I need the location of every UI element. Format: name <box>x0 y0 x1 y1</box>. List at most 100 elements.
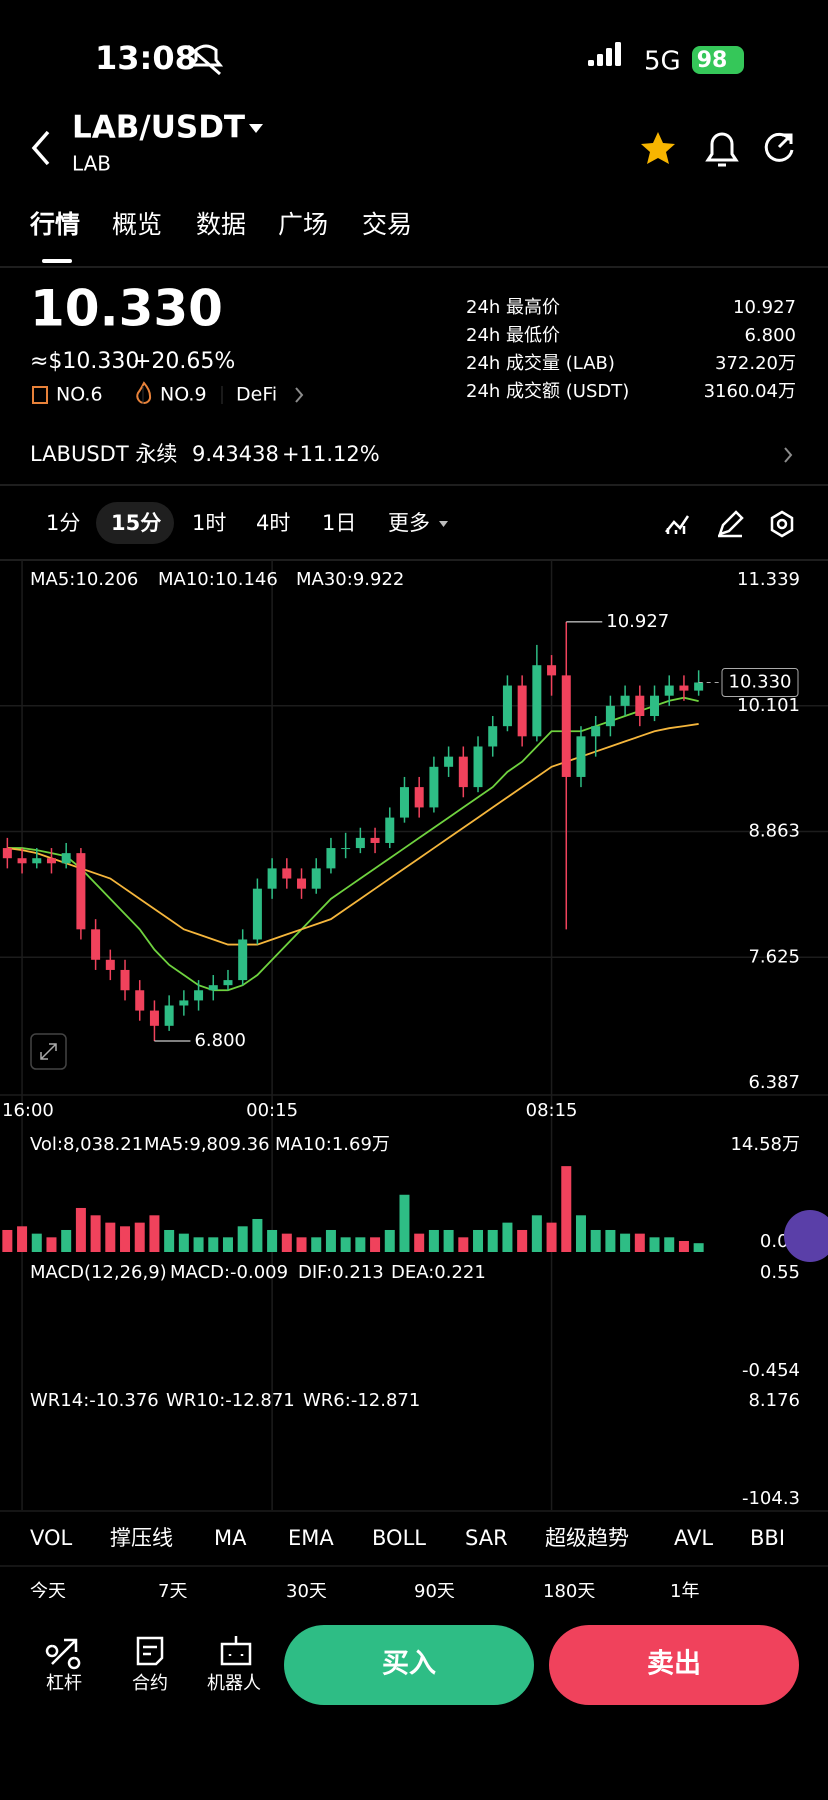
macd-legend: MACD:-0.009 <box>170 1262 288 1283</box>
indicator-icon[interactable] <box>665 515 690 534</box>
indicator-tab[interactable]: VOL <box>30 1526 73 1550</box>
candle-body <box>326 848 336 869</box>
volume-bar <box>208 1237 219 1252</box>
draw-icon[interactable] <box>718 510 744 538</box>
candle-body <box>429 766 439 808</box>
y-tick-label: 10.101 <box>737 695 800 716</box>
volume-bar <box>605 1229 616 1252</box>
rank-badge[interactable]: NO.9 <box>160 384 207 406</box>
volume-bar <box>120 1226 131 1252</box>
settings-dot <box>776 518 788 530</box>
perp-name[interactable]: LABUSDT 永续 <box>30 442 177 466</box>
ma-line <box>7 696 699 992</box>
stat-value: 3160.04万 <box>704 381 796 402</box>
tab[interactable]: 数据 <box>196 210 246 239</box>
perp-arrow[interactable] <box>784 447 793 463</box>
interval[interactable]: 1分 <box>46 511 80 535</box>
action-label[interactable]: 杠杆 <box>46 1673 82 1694</box>
volume-legend: Vol:8,038.21 <box>30 1134 143 1155</box>
interval[interactable]: 1日 <box>322 511 356 535</box>
candle-body <box>341 848 351 850</box>
range-tab[interactable]: 90天 <box>414 1581 455 1602</box>
wr-top: 8.176 <box>748 1390 800 1411</box>
sell-label[interactable]: 卖出 <box>647 1649 701 1680</box>
floating-assistant[interactable] <box>784 1210 828 1262</box>
candle-body <box>488 726 498 747</box>
alert-bell[interactable] <box>705 132 739 167</box>
indicator-tab[interactable]: EMA <box>288 1526 334 1550</box>
y-tick-label: 7.625 <box>748 946 800 967</box>
robot-icon <box>220 1636 252 1666</box>
wr-bottom: -104.3 <box>742 1488 800 1509</box>
x-tick-label: 08:15 <box>526 1100 578 1121</box>
share-button[interactable] <box>764 132 794 162</box>
indicator-tab[interactable]: BOLL <box>372 1526 426 1550</box>
tab[interactable]: 行情 <box>29 210 80 239</box>
volume-bar <box>384 1229 395 1252</box>
action-label[interactable]: 合约 <box>132 1673 168 1694</box>
interval[interactable]: 15分 <box>111 511 161 535</box>
volume-bar <box>178 1233 189 1252</box>
last-price-tag <box>721 667 799 697</box>
buy-button[interactable] <box>284 1625 534 1705</box>
settings-icon[interactable] <box>770 510 794 538</box>
signal-bar <box>606 48 612 66</box>
range-tab[interactable]: 7天 <box>158 1581 187 1602</box>
indicator-tab[interactable]: MA <box>214 1526 247 1550</box>
range-tab[interactable]: 今天 <box>30 1581 66 1602</box>
tab[interactable]: 概览 <box>112 210 162 239</box>
sell-button[interactable] <box>549 1625 799 1705</box>
expand-button[interactable] <box>30 1033 67 1070</box>
indicator-tab[interactable]: AVL <box>674 1526 713 1550</box>
indicator-tab[interactable]: SAR <box>465 1526 508 1550</box>
volume-legend: MA5:9,809.36 <box>144 1134 270 1155</box>
pair-title[interactable]: LAB/USDT <box>72 110 245 146</box>
candle-body <box>282 868 292 879</box>
indicator-tab[interactable]: 超级趋势 <box>545 1526 629 1550</box>
rank-badge[interactable]: NO.6 <box>56 384 103 406</box>
volume-bar <box>237 1226 248 1252</box>
back-button[interactable] <box>31 130 50 166</box>
volume-bar <box>267 1229 278 1252</box>
range-tab[interactable]: 180天 <box>543 1581 595 1602</box>
volume-bar <box>252 1218 263 1252</box>
favorite-star[interactable] <box>641 132 675 164</box>
range-tab[interactable]: 1年 <box>670 1581 699 1602</box>
candle-body <box>179 1000 189 1006</box>
stat-label: 24h 最高价 <box>466 297 560 318</box>
interval[interactable]: 1时 <box>192 511 226 535</box>
buy-label[interactable]: 买入 <box>382 1649 436 1680</box>
candle-body <box>76 853 86 930</box>
action-label[interactable]: 机器人 <box>207 1673 261 1694</box>
candle-body <box>444 756 454 767</box>
range-tab[interactable]: 30天 <box>286 1581 327 1602</box>
indicator-tab[interactable]: BBI <box>750 1526 785 1550</box>
stat-value: 372.20万 <box>715 353 796 374</box>
volume-bar <box>693 1243 704 1252</box>
candle-body <box>164 1005 174 1026</box>
indicator-tab[interactable]: 撑压线 <box>110 1526 173 1550</box>
interval[interactable]: 4时 <box>256 511 290 535</box>
volume-bar <box>281 1233 292 1252</box>
tab[interactable]: 广场 <box>278 210 328 239</box>
wr-legend: WR6:-12.871 <box>303 1390 420 1411</box>
volume-bar <box>134 1222 145 1252</box>
x-tick-label: 00:15 <box>246 1100 298 1121</box>
candle-body <box>635 695 645 717</box>
y-tick-label: 6.387 <box>748 1072 800 1093</box>
candle-body <box>532 665 542 737</box>
interval[interactable]: 更多 <box>388 511 430 535</box>
stat-value: 6.800 <box>744 325 796 346</box>
volume-bar <box>105 1222 116 1252</box>
volume-bar <box>634 1233 645 1252</box>
candle-body <box>517 685 527 737</box>
volume-bar <box>428 1229 439 1252</box>
signal-bar <box>615 42 621 66</box>
candle-body <box>311 868 321 889</box>
pair-dropdown[interactable] <box>249 124 263 133</box>
rank-badge[interactable]: DeFi <box>236 384 277 406</box>
volume-bar <box>414 1233 425 1252</box>
tab[interactable]: 交易 <box>362 210 412 239</box>
candle-body <box>650 695 660 717</box>
